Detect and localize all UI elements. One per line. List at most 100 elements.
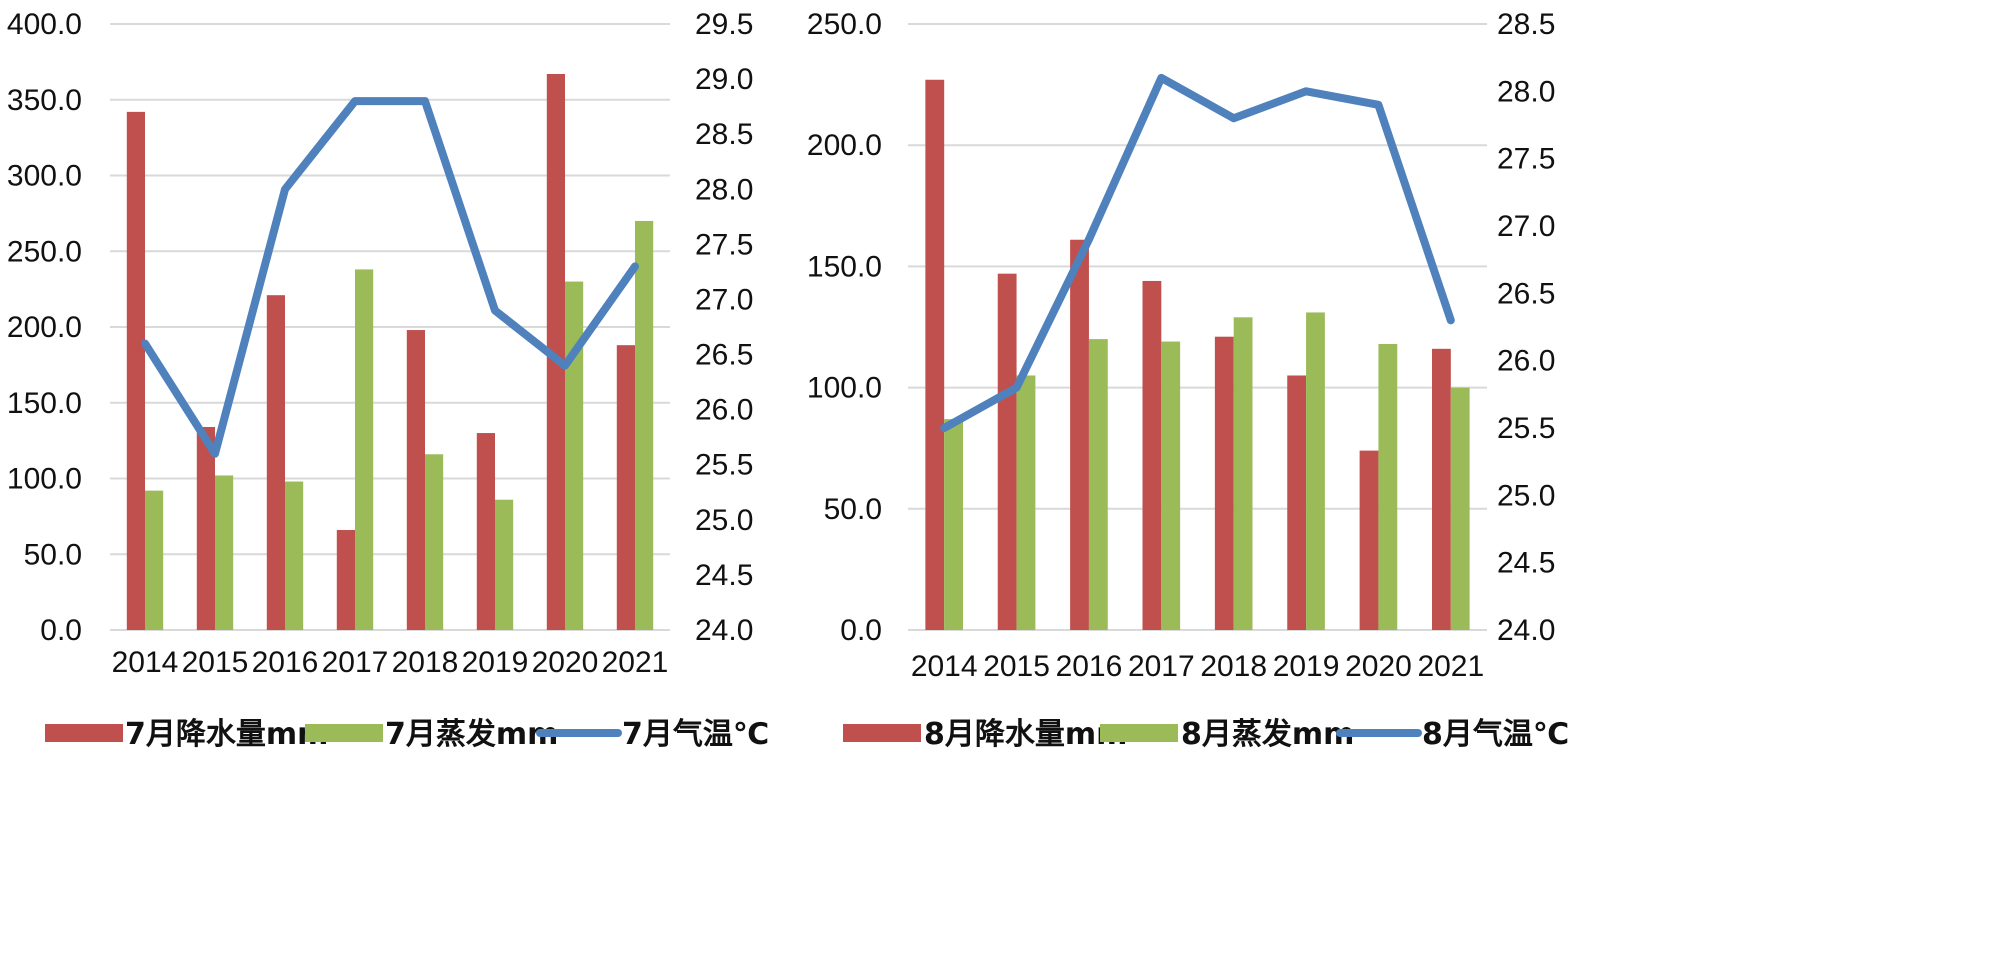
right-tick-label: 26.0 (1497, 345, 1555, 378)
left-tick-label: 0.0 (40, 614, 82, 647)
left-tick-label: 0.0 (840, 614, 882, 647)
temperature-line (940, 73, 1455, 432)
right-tick-label: 27.0 (695, 283, 753, 316)
right-tick-label: 26.5 (1497, 277, 1555, 310)
category-label: 2018 (392, 646, 459, 679)
legend: 7月降水量mm 7月蒸发mm 7月气温℃ (45, 717, 769, 752)
bar-precipitation (266, 295, 285, 630)
right-tick-label: 28.5 (695, 118, 753, 151)
legend-swatch-evaporation (1100, 724, 1178, 742)
left-tick-label: 350.0 (7, 84, 82, 117)
legend-label-evaporation: 7月蒸发mm (385, 717, 558, 752)
legend-label-precipitation: 8月降水量mm (924, 717, 1127, 752)
right-tick-label: 25.0 (1497, 479, 1555, 512)
right-tick-label: 28.5 (1497, 8, 1555, 41)
legend-swatch-precipitation (45, 724, 123, 742)
left-tick-label: 150.0 (807, 250, 882, 283)
legend-swatch-precipitation (843, 724, 921, 742)
right-tick-label: 27.5 (695, 228, 753, 261)
category-label: 2018 (1200, 650, 1267, 683)
left-tick-label: 50.0 (824, 493, 882, 526)
bar-precipitation (997, 273, 1017, 630)
category-label: 2020 (1345, 650, 1412, 683)
right-tick-label: 24.0 (695, 614, 753, 647)
bar-precipitation (476, 433, 495, 630)
bar-precipitation (1431, 348, 1451, 630)
left-tick-label: 100.0 (7, 463, 82, 496)
bar-precipitation (546, 73, 565, 631)
bar-evaporation (635, 220, 654, 630)
category-label: 2021 (1417, 650, 1484, 683)
left-tick-label: 150.0 (7, 387, 82, 420)
right-tick-label: 26.0 (695, 394, 753, 427)
category-label: 2021 (602, 646, 669, 679)
category-label: 2014 (911, 650, 978, 683)
bar-evaporation (285, 481, 304, 630)
legend-label-precipitation: 7月降水量mm (125, 717, 328, 752)
right-tick-label: 24.5 (695, 559, 753, 592)
right-tick-label: 29.0 (695, 63, 753, 96)
left-tick-label: 250.0 (807, 8, 882, 41)
bar-precipitation (196, 426, 215, 630)
bar-evaporation (215, 475, 234, 630)
right-tick-label: 27.5 (1497, 143, 1555, 176)
legend: 8月降水量mm 8月蒸发mm 8月气温℃ (843, 717, 1569, 752)
category-label: 2014 (112, 646, 179, 679)
bar-evaporation (425, 454, 444, 630)
legend-label-temperature: 8月气温℃ (1422, 717, 1569, 752)
bar-precipitation (1359, 450, 1379, 630)
legend-label-temperature: 7月气温℃ (622, 717, 769, 752)
bar-precipitation (925, 79, 945, 630)
category-label: 2019 (1273, 650, 1340, 683)
bar-precipitation (1287, 375, 1307, 630)
left-tick-label: 200.0 (807, 129, 882, 162)
right-tick-label: 28.0 (1497, 75, 1555, 108)
left-tick-label: 400.0 (7, 8, 82, 41)
category-label: 2017 (1128, 650, 1195, 683)
bar-precipitation (1070, 239, 1089, 630)
left-tick-label: 100.0 (807, 372, 882, 405)
right-tick-label: 24.5 (1497, 547, 1555, 580)
bar-evaporation (1161, 341, 1181, 630)
bar-evaporation (355, 269, 374, 630)
bar-precipitation (1214, 336, 1234, 630)
bar-precipitation (126, 111, 145, 631)
legend-swatch-evaporation (305, 724, 383, 742)
bar-evaporation (565, 281, 584, 630)
temperature-line (141, 97, 639, 458)
bar-evaporation (1450, 387, 1470, 630)
left-tick-label: 200.0 (7, 311, 82, 344)
right-tick-label: 27.0 (1497, 210, 1555, 243)
category-label: 2015 (983, 650, 1050, 683)
legend-label-evaporation: 8月蒸发mm (1181, 717, 1354, 752)
right-tick-label: 25.5 (1497, 412, 1555, 445)
right-tick-label: 24.0 (1497, 614, 1555, 647)
bar-evaporation (1306, 312, 1325, 630)
bar-evaporation (495, 499, 514, 630)
category-label: 2016 (1056, 650, 1123, 683)
left-tick-label: 50.0 (24, 538, 82, 571)
chart-1: 0.0 50.0 100.0 150.0 200.0 250.0 300.0 350.0 400… (7, 8, 769, 752)
right-tick-label: 25.0 (695, 504, 753, 537)
bar-evaporation (944, 419, 964, 630)
category-label: 2015 (182, 646, 249, 679)
bar-evaporation (1088, 339, 1108, 630)
bar-evaporation (1233, 317, 1253, 630)
bar-precipitation (406, 330, 425, 630)
category-label: 2017 (322, 646, 389, 679)
bar-precipitation (1142, 280, 1162, 630)
bar-evaporation (1378, 343, 1398, 630)
chart-2: 0.0 50.0 100.0 150.0 200.0 250.0 24.0 24.5 25.0 2… (807, 8, 1569, 752)
right-tick-label: 26.5 (695, 339, 753, 372)
right-tick-label: 29.5 (695, 8, 753, 41)
category-label: 2016 (252, 646, 319, 679)
bar-precipitation (616, 345, 635, 630)
left-tick-label: 250.0 (7, 235, 82, 268)
bar-evaporation (1016, 375, 1036, 630)
right-tick-label: 25.5 (695, 449, 753, 482)
right-tick-label: 28.0 (695, 173, 753, 206)
bar-precipitation (336, 530, 355, 630)
left-tick-label: 300.0 (7, 160, 82, 193)
